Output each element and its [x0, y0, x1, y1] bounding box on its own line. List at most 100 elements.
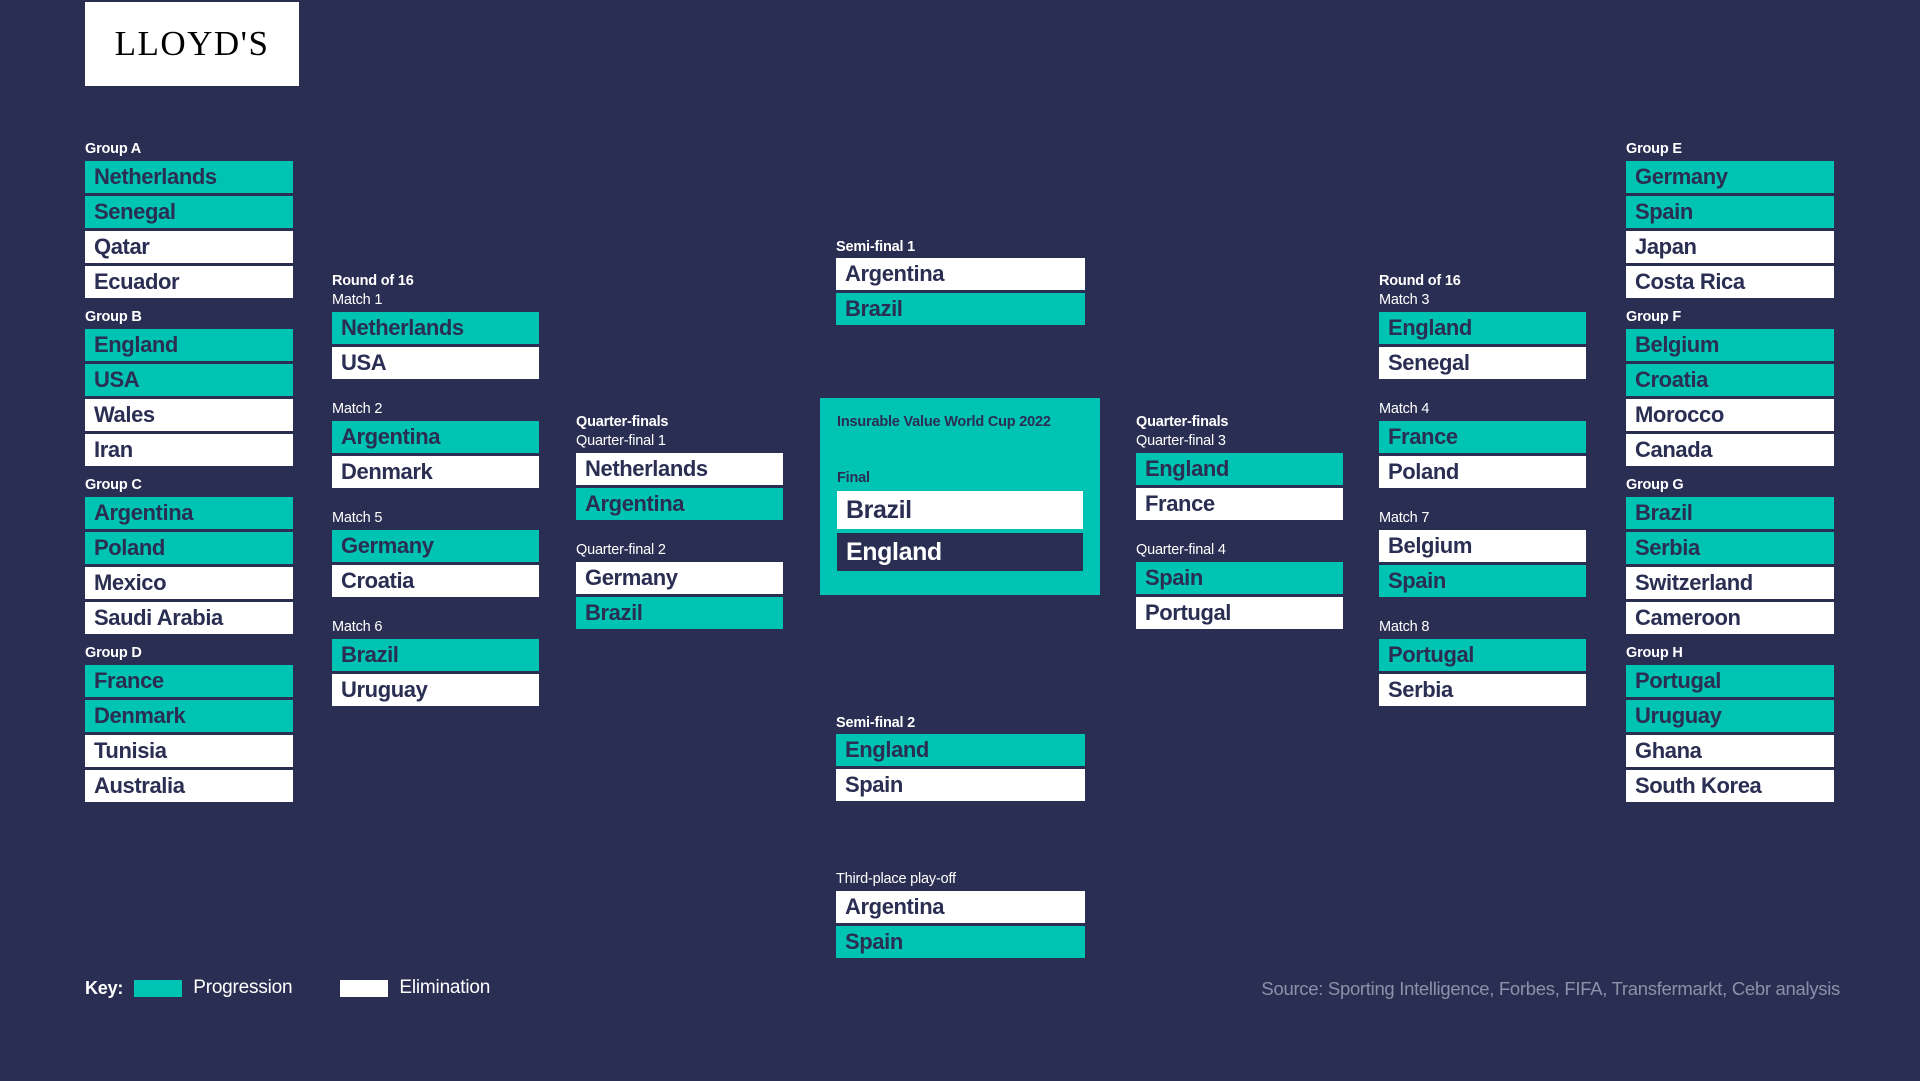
team-bar: Senegal	[1379, 347, 1586, 379]
semi-final-1-block: Semi-final 1 Argentina Brazil	[836, 239, 1085, 328]
elimination-swatch	[340, 979, 389, 997]
team-bar: Denmark	[332, 456, 539, 488]
team-bar: Spain	[836, 926, 1085, 958]
team-bar: England	[85, 329, 293, 361]
team-bar: USA	[85, 364, 293, 396]
match-label: Match 8	[1379, 619, 1430, 635]
key-legend: Key: Progression Elimination	[85, 977, 490, 999]
team-bar: Spain	[836, 769, 1085, 801]
team-bar: Portugal	[1136, 597, 1343, 629]
quarter-finals-column-left: Quarter-finals Quarter-final 1 Netherlands…	[576, 414, 783, 651]
match-block: Quarter-final 1 Netherlands Argentina	[576, 433, 783, 520]
team-bar: Brazil	[1626, 497, 1834, 529]
team-bar: Australia	[85, 770, 293, 802]
team-bar: Argentina	[576, 488, 783, 520]
round-title: Round of 16	[1379, 273, 1461, 289]
match-block: Match 7 Belgium Spain	[1379, 510, 1586, 597]
final-teams: Brazil England	[837, 491, 1083, 571]
team-bar: Denmark	[85, 700, 293, 732]
match-block: Match 8 Portugal Serbia	[1379, 619, 1586, 706]
team-bar: France	[1136, 488, 1343, 520]
team-bar: England	[1379, 312, 1586, 344]
source-note: Source: Sporting Intelligence, Forbes, F…	[1261, 978, 1840, 999]
match-block: Match 4 France Poland	[1379, 401, 1586, 488]
team-bar: Poland	[85, 532, 293, 564]
group-label: Group F	[1626, 309, 1681, 325]
team-bar: Brazil	[836, 293, 1085, 325]
third-place-block: Third-place play-off Argentina Spain	[836, 871, 1085, 961]
match-label: Quarter-final 2	[576, 542, 666, 558]
team-bar: Argentina	[836, 258, 1085, 290]
group-block: Group A Netherlands Senegal Qatar Ecuador	[85, 141, 293, 298]
team-bar: Croatia	[1626, 364, 1834, 396]
match-block: Match 1 Netherlands USA	[332, 292, 539, 379]
group-label: Group C	[85, 477, 142, 493]
semi-final-2-label: Semi-final 2	[836, 715, 915, 731]
team-bar: Argentina	[85, 497, 293, 529]
match-label: Match 2	[332, 401, 383, 417]
team-bar: USA	[332, 347, 539, 379]
team-bar: Poland	[1379, 456, 1586, 488]
team-bar: Brazil	[837, 491, 1083, 529]
match-label: Match 5	[332, 510, 383, 526]
team-bar: England	[1136, 453, 1343, 485]
match-label: Match 4	[1379, 401, 1430, 417]
team-bar: Belgium	[1379, 530, 1586, 562]
team-bar: Croatia	[332, 565, 539, 597]
team-bar: Germany	[332, 530, 539, 562]
group-label: Group A	[85, 141, 142, 157]
team-bar: Saudi Arabia	[85, 602, 293, 634]
team-bar: Spain	[1626, 196, 1834, 228]
team-bar: Brazil	[576, 597, 783, 629]
key-label: Key:	[85, 977, 124, 998]
group-label: Group D	[85, 645, 142, 661]
team-bar: England	[837, 533, 1083, 571]
team-bar: Ecuador	[85, 266, 293, 298]
match-label: Match 6	[332, 619, 383, 635]
match-block: Quarter-final 3 England France	[1136, 433, 1343, 520]
match-block: Match 3 England Senegal	[1379, 292, 1586, 379]
group-label: Group E	[1626, 141, 1682, 157]
group-block: Group G Brazil Serbia Switzerland Cameroon	[1626, 477, 1834, 634]
third-place-label: Third-place play-off	[836, 871, 956, 887]
groups-column-left: Group A Netherlands Senegal Qatar Ecuador Gro…	[85, 141, 293, 813]
match-block: Match 5 Germany Croatia	[332, 510, 539, 597]
match-label: Quarter-final 3	[1136, 433, 1226, 449]
team-bar: Iran	[85, 434, 293, 466]
team-bar: Tunisia	[85, 735, 293, 767]
round-title: Quarter-finals	[1136, 414, 1229, 430]
team-bar: Mexico	[85, 567, 293, 599]
groups-column-right: Group E Germany Spain Japan Costa Rica Group …	[1626, 141, 1834, 813]
team-bar: France	[85, 665, 293, 697]
team-bar: South Korea	[1626, 770, 1834, 802]
final-box-title: Insurable Value World Cup 2022	[837, 414, 1051, 430]
team-bar: Netherlands	[332, 312, 539, 344]
team-bar: Uruguay	[332, 674, 539, 706]
team-bar: Switzerland	[1626, 567, 1834, 599]
match-label: Match 1	[332, 292, 383, 308]
group-label: Group H	[1626, 645, 1683, 661]
group-label: Group B	[85, 309, 142, 325]
team-bar: Canada	[1626, 434, 1834, 466]
team-bar: Portugal	[1379, 639, 1586, 671]
team-bar: Wales	[85, 399, 293, 431]
lloyds-logo-text: LLOYD'S	[114, 24, 270, 63]
group-block: Group C Argentina Poland Mexico Saudi Arabia	[85, 477, 293, 634]
group-block: Group E Germany Spain Japan Costa Rica	[1626, 141, 1834, 298]
match-block: Match 6 Brazil Uruguay	[332, 619, 539, 706]
quarter-finals-column-right: Quarter-finals Quarter-final 3 England Fran…	[1136, 414, 1343, 651]
final-highlight-box: Insurable Value World Cup 2022 Final Bra…	[820, 398, 1100, 595]
match-label: Match 7	[1379, 510, 1430, 526]
team-bar: Morocco	[1626, 399, 1834, 431]
team-bar: Ghana	[1626, 735, 1834, 767]
team-bar: Germany	[1626, 161, 1834, 193]
semi-final-1-label: Semi-final 1	[836, 239, 915, 255]
group-block: Group B England USA Wales Iran	[85, 309, 293, 466]
group-block: Group F Belgium Croatia Morocco Canada	[1626, 309, 1834, 466]
team-bar: England	[836, 734, 1085, 766]
team-bar: Netherlands	[576, 453, 783, 485]
round-of-16-column-right: Round of 16 Match 3 England Senegal Match 4 F…	[1379, 273, 1586, 728]
group-block: Group D France Denmark Tunisia Australia	[85, 645, 293, 802]
lloyds-logo: LLOYD'S	[85, 2, 299, 86]
round-title: Round of 16	[332, 273, 414, 289]
